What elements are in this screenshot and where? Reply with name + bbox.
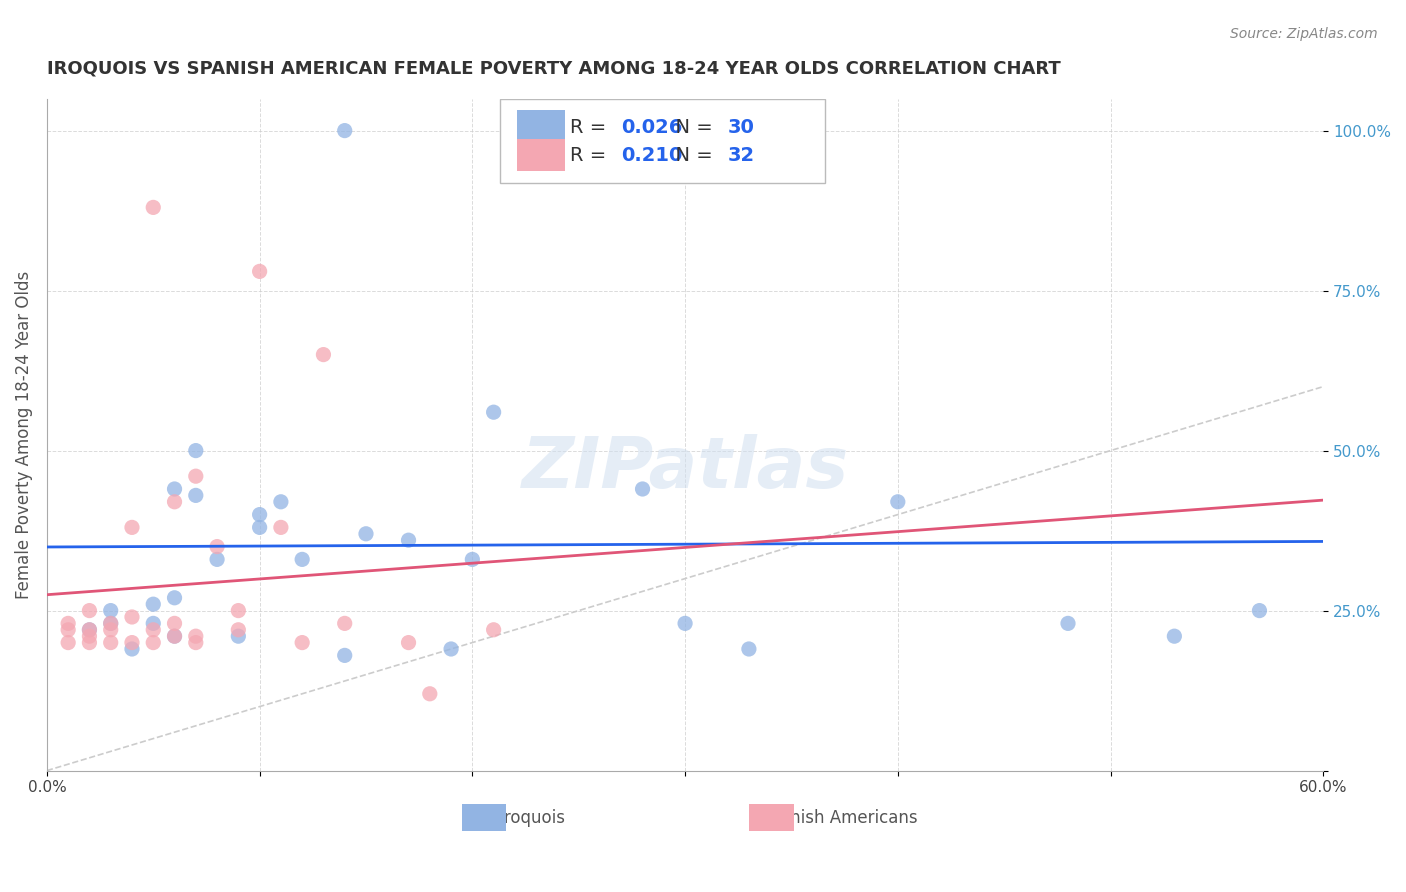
Spanish Americans <box>121 635 143 649</box>
Iroquois <box>142 597 165 611</box>
Spanish Americans <box>291 635 314 649</box>
Spanish Americans <box>79 623 101 637</box>
Iroquois <box>333 123 356 137</box>
Iroquois <box>121 642 143 657</box>
Text: ZIPatlas: ZIPatlas <box>522 434 849 503</box>
Iroquois <box>631 482 654 496</box>
Spanish Americans <box>228 604 250 618</box>
Iroquois <box>228 629 250 643</box>
Iroquois <box>163 629 186 643</box>
Spanish Americans <box>142 623 165 637</box>
Iroquois <box>1163 629 1185 643</box>
Iroquois <box>673 616 696 631</box>
Iroquois <box>270 495 292 509</box>
Iroquois <box>249 520 271 534</box>
Spanish Americans <box>482 623 505 637</box>
FancyBboxPatch shape <box>516 139 565 171</box>
Text: R =: R = <box>571 118 613 137</box>
Iroquois <box>142 616 165 631</box>
FancyBboxPatch shape <box>501 99 825 183</box>
Spanish Americans <box>163 495 186 509</box>
Spanish Americans <box>100 616 122 631</box>
Spanish Americans <box>398 635 420 649</box>
Spanish Americans <box>79 629 101 643</box>
Spanish Americans <box>100 635 122 649</box>
Iroquois <box>79 623 101 637</box>
Iroquois <box>482 405 505 419</box>
FancyBboxPatch shape <box>516 110 565 143</box>
Iroquois <box>354 526 377 541</box>
Spanish Americans <box>312 348 335 362</box>
Iroquois <box>163 482 186 496</box>
Spanish Americans <box>100 623 122 637</box>
Spanish Americans <box>270 520 292 534</box>
Iroquois <box>205 552 228 566</box>
Spanish Americans <box>205 540 228 554</box>
Text: IROQUOIS VS SPANISH AMERICAN FEMALE POVERTY AMONG 18-24 YEAR OLDS CORRELATION CH: IROQUOIS VS SPANISH AMERICAN FEMALE POVE… <box>46 60 1060 78</box>
Iroquois <box>184 443 207 458</box>
FancyBboxPatch shape <box>461 805 506 831</box>
Iroquois <box>163 591 186 605</box>
Text: 32: 32 <box>727 146 755 165</box>
Iroquois <box>333 648 356 663</box>
Spanish Americans <box>79 604 101 618</box>
Iroquois <box>398 533 420 548</box>
Spanish Americans <box>333 616 356 631</box>
Text: Source: ZipAtlas.com: Source: ZipAtlas.com <box>1230 27 1378 41</box>
Iroquois <box>184 488 207 502</box>
Text: Iroquois: Iroquois <box>499 809 565 827</box>
Spanish Americans <box>163 616 186 631</box>
Iroquois <box>1249 604 1271 618</box>
Iroquois <box>887 495 910 509</box>
Text: Spanish Americans: Spanish Americans <box>759 809 918 827</box>
Text: 0.026: 0.026 <box>621 118 683 137</box>
Iroquois <box>1057 616 1080 631</box>
Spanish Americans <box>56 635 79 649</box>
Iroquois <box>100 616 122 631</box>
FancyBboxPatch shape <box>749 805 793 831</box>
Spanish Americans <box>419 687 441 701</box>
Iroquois <box>631 123 654 137</box>
Spanish Americans <box>142 635 165 649</box>
Iroquois <box>738 642 761 657</box>
Spanish Americans <box>79 635 101 649</box>
Text: R =: R = <box>571 146 613 165</box>
Iroquois <box>461 552 484 566</box>
Spanish Americans <box>163 629 186 643</box>
Spanish Americans <box>121 610 143 624</box>
Iroquois <box>249 508 271 522</box>
Text: N =: N = <box>664 146 720 165</box>
Spanish Americans <box>121 520 143 534</box>
Spanish Americans <box>249 264 271 278</box>
Iroquois <box>291 552 314 566</box>
Spanish Americans <box>228 623 250 637</box>
Spanish Americans <box>184 629 207 643</box>
Text: 30: 30 <box>727 118 754 137</box>
Iroquois <box>100 604 122 618</box>
Spanish Americans <box>184 635 207 649</box>
Spanish Americans <box>56 623 79 637</box>
Spanish Americans <box>142 201 165 215</box>
Text: N =: N = <box>664 118 720 137</box>
Spanish Americans <box>56 616 79 631</box>
Y-axis label: Female Poverty Among 18-24 Year Olds: Female Poverty Among 18-24 Year Olds <box>15 270 32 599</box>
Iroquois <box>440 642 463 657</box>
Spanish Americans <box>184 469 207 483</box>
Text: 0.210: 0.210 <box>621 146 683 165</box>
